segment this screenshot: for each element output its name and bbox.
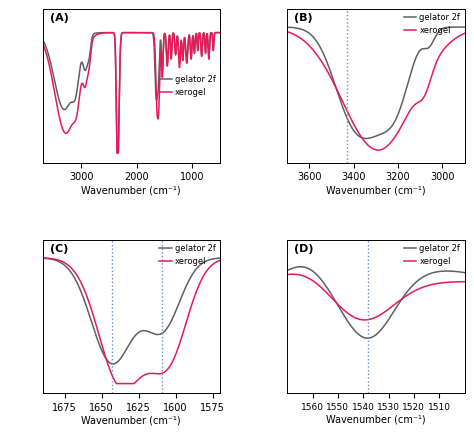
X-axis label: Wavenumber (cm⁻¹): Wavenumber (cm⁻¹): [326, 415, 426, 425]
Text: (D): (D): [294, 244, 314, 254]
Text: (B): (B): [294, 13, 313, 23]
Legend: gelator 2f, xerogel: gelator 2f, xerogel: [159, 75, 216, 97]
Legend: gelator 2f, xerogel: gelator 2f, xerogel: [159, 244, 216, 266]
Legend: gelator 2f, xerogel: gelator 2f, xerogel: [404, 13, 460, 35]
X-axis label: Wavenumber (cm⁻¹): Wavenumber (cm⁻¹): [326, 185, 426, 195]
Legend: gelator 2f, xerogel: gelator 2f, xerogel: [404, 244, 460, 266]
X-axis label: Wavenumber (cm⁻¹): Wavenumber (cm⁻¹): [82, 416, 181, 426]
Text: (A): (A): [50, 13, 69, 23]
Text: (C): (C): [50, 244, 68, 254]
X-axis label: Wavenumber (cm⁻¹): Wavenumber (cm⁻¹): [82, 185, 181, 195]
